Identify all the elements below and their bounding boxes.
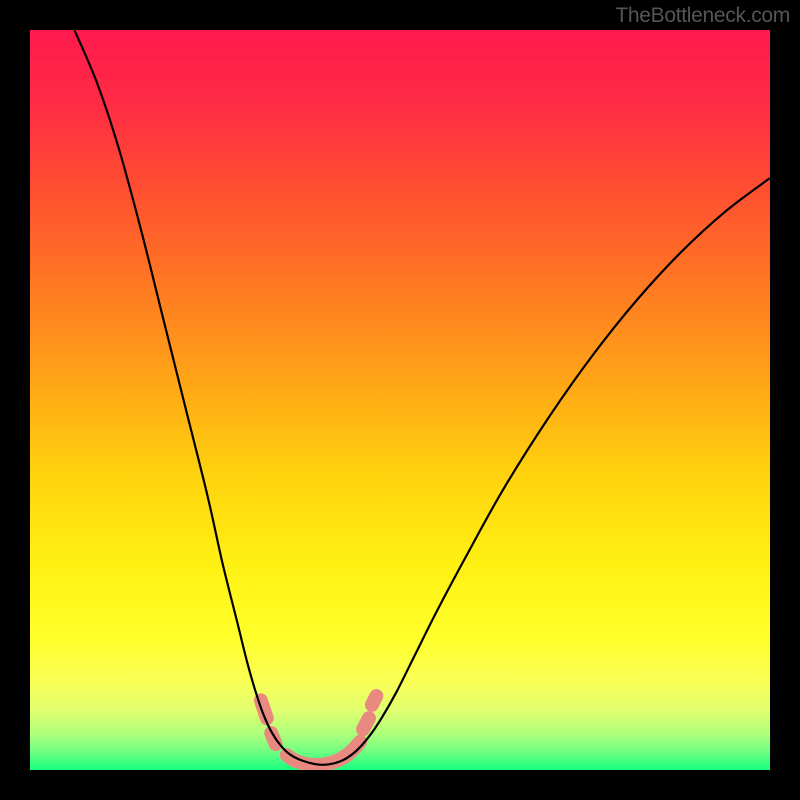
highlight-segment <box>363 718 369 729</box>
highlight-segment <box>287 742 360 765</box>
bottleneck-curve <box>74 30 770 765</box>
plot-area <box>30 30 770 770</box>
curve-layer <box>30 30 770 770</box>
watermark-text: TheBottleneck.com <box>615 4 790 28</box>
highlight-segment <box>372 696 376 705</box>
